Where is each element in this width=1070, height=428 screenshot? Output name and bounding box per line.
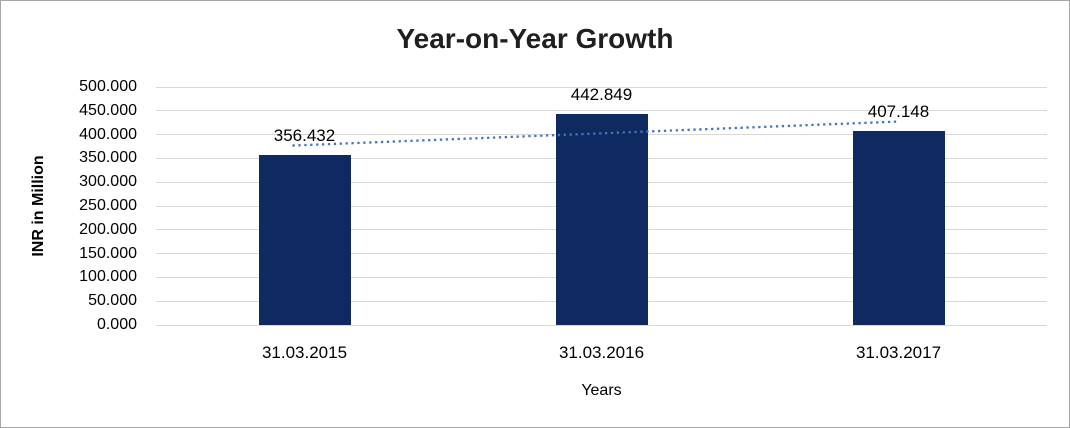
trendline (292, 120, 900, 147)
bar-data-label: 407.148 (867, 102, 930, 122)
y-tick-label: 150.000 (79, 244, 137, 262)
y-tick-label: 200.000 (79, 220, 137, 238)
x-axis-title: Years (581, 382, 622, 399)
y-tick-label: 0.000 (96, 316, 137, 333)
gridline (156, 110, 1047, 112)
trendline-layer (292, 120, 900, 147)
x-tick-label: 31.03.2015 (261, 343, 348, 362)
y-tick-label: 500.000 (79, 78, 137, 95)
y-tick-label: 250.000 (79, 197, 137, 214)
x-tick-label: 31.03.2017 (855, 343, 942, 362)
gridline (156, 324, 1047, 326)
y-tick-label: 350.000 (79, 149, 137, 167)
bar-data-label: 356.432 (273, 126, 336, 146)
y-tick-label: 450.000 (79, 101, 137, 119)
gridline (156, 86, 1047, 88)
y-tick-label: 400.000 (79, 125, 137, 143)
bar (555, 114, 648, 325)
bar (258, 155, 351, 325)
plot-area: 356.432 442.849 407.148 (156, 85, 1047, 326)
bar (852, 131, 945, 325)
y-tick-label: 100.000 (79, 268, 137, 286)
x-tick-label: 31.03.2016 (558, 343, 645, 362)
y-tick-label: 50.000 (88, 292, 137, 310)
y-tick-label: 300.000 (79, 173, 137, 191)
bar-data-label: 442.849 (570, 85, 633, 105)
chart-title: Year-on-Year Growth (396, 23, 674, 54)
